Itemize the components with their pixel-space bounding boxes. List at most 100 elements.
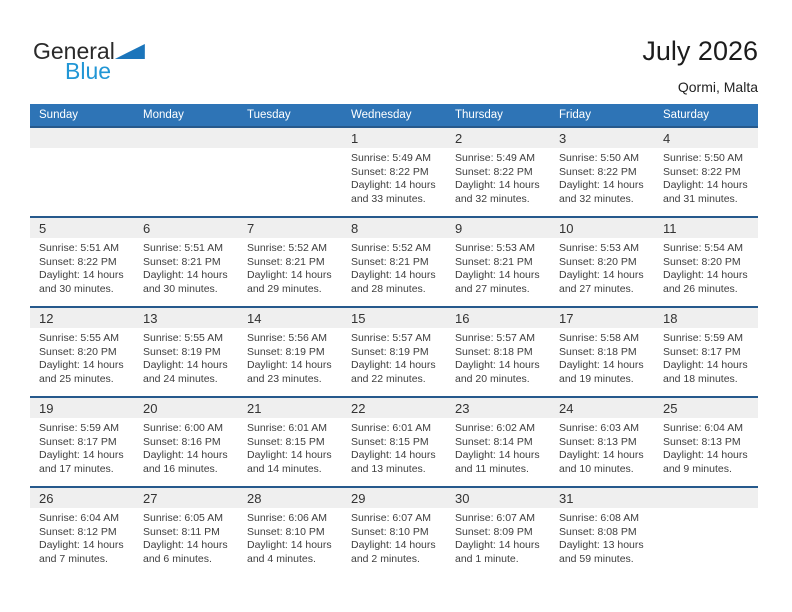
day-cell: Sunrise: 6:02 AM Sunset: 8:14 PM Daylight:… — [446, 418, 550, 476]
day-number-band: 12 13 14 15 16 17 18 — [30, 308, 758, 328]
day-sunrise: Sunrise: 6:07 AM — [455, 512, 535, 524]
day-cell: Sunrise: 6:05 AM Sunset: 8:11 PM Daylight:… — [134, 508, 238, 566]
day-sunset: Sunset: 8:18 PM — [559, 345, 637, 358]
day-daylight: Daylight: 14 hours and 29 minutes. — [247, 269, 332, 295]
day-sunrise: Sunrise: 5:57 AM — [351, 332, 431, 344]
day-daylight: Daylight: 14 hours and 30 minutes. — [39, 269, 124, 295]
day-cell: Sunrise: 5:55 AM Sunset: 8:19 PM Daylight:… — [134, 328, 238, 386]
day-number: 14 — [247, 310, 262, 326]
day-cell: Sunrise: 5:56 AM Sunset: 8:19 PM Daylight:… — [238, 328, 342, 386]
day-daylight: Daylight: 13 hours and 59 minutes. — [559, 539, 644, 565]
day-number: 29 — [351, 490, 366, 506]
day-sunset: Sunset: 8:22 PM — [351, 165, 429, 178]
day-number: 16 — [455, 310, 470, 326]
day-number: 27 — [143, 490, 158, 506]
day-sunrise: Sunrise: 5:56 AM — [247, 332, 327, 344]
day-cell: Sunrise: 5:52 AM Sunset: 8:21 PM Daylight:… — [342, 238, 446, 296]
day-sunrise: Sunrise: 6:05 AM — [143, 512, 223, 524]
day-number: 18 — [663, 310, 678, 326]
day-sunrise: Sunrise: 6:04 AM — [663, 422, 743, 434]
day-sunrise: Sunrise: 5:50 AM — [663, 152, 743, 164]
day-daylight: Daylight: 14 hours and 16 minutes. — [143, 449, 228, 475]
day-sunrise: Sunrise: 6:06 AM — [247, 512, 327, 524]
day-sunrise: Sunrise: 5:52 AM — [247, 242, 327, 254]
location-subtitle: Qormi, Malta — [677, 79, 758, 95]
weekday-sunday: Sunday — [39, 109, 79, 121]
day-sunset: Sunset: 8:21 PM — [247, 255, 325, 268]
day-sunset: Sunset: 8:17 PM — [39, 435, 117, 448]
day-sunrise: Sunrise: 6:00 AM — [143, 422, 223, 434]
day-number: 20 — [143, 400, 158, 416]
week-body: Sunrise: 5:59 AM Sunset: 8:17 PM Daylight:… — [30, 418, 758, 476]
day-daylight: Daylight: 14 hours and 26 minutes. — [663, 269, 748, 295]
day-sunset: Sunset: 8:21 PM — [351, 255, 429, 268]
weekday-saturday: Saturday — [663, 109, 710, 121]
day-sunset: Sunset: 8:22 PM — [39, 255, 117, 268]
day-number: 10 — [559, 220, 574, 236]
day-number: 3 — [559, 130, 567, 146]
day-number: 21 — [247, 400, 262, 416]
day-daylight: Daylight: 14 hours and 14 minutes. — [247, 449, 332, 475]
weekday-thursday: Thursday — [455, 109, 503, 121]
day-number: 22 — [351, 400, 366, 416]
day-sunset: Sunset: 8:19 PM — [351, 345, 429, 358]
day-sunrise: Sunrise: 5:55 AM — [143, 332, 223, 344]
day-number: 31 — [559, 490, 574, 506]
day-cell: Sunrise: 6:00 AM Sunset: 8:16 PM Daylight:… — [134, 418, 238, 476]
day-sunrise: Sunrise: 5:51 AM — [143, 242, 223, 254]
day-number: 7 — [247, 220, 255, 236]
day-daylight: Daylight: 14 hours and 24 minutes. — [143, 359, 228, 385]
week-row: 12 13 14 15 16 17 18 Sunrise: 5:55 AM Sunset: 8:… — [30, 306, 758, 396]
day-number: 8 — [351, 220, 359, 236]
day-cell: Sunrise: 5:52 AM Sunset: 8:21 PM Daylight:… — [238, 238, 342, 296]
day-number: 9 — [455, 220, 463, 236]
day-number: 13 — [143, 310, 158, 326]
week-body: Sunrise: 6:04 AM Sunset: 8:12 PM Daylight:… — [30, 508, 758, 566]
day-sunrise: Sunrise: 6:03 AM — [559, 422, 639, 434]
day-daylight: Daylight: 14 hours and 32 minutes. — [455, 179, 540, 205]
day-cell: Sunrise: 5:54 AM Sunset: 8:20 PM Daylight:… — [654, 238, 758, 296]
day-number: 11 — [663, 220, 677, 236]
day-number: 30 — [455, 490, 470, 506]
day-cell: Sunrise: 6:08 AM Sunset: 8:08 PM Daylight:… — [550, 508, 654, 566]
day-sunrise: Sunrise: 5:53 AM — [455, 242, 535, 254]
day-sunset: Sunset: 8:16 PM — [143, 435, 221, 448]
day-cell: Sunrise: 5:55 AM Sunset: 8:20 PM Daylight:… — [30, 328, 134, 386]
day-sunset: Sunset: 8:19 PM — [143, 345, 221, 358]
day-cell: Sunrise: 5:57 AM Sunset: 8:19 PM Daylight:… — [342, 328, 446, 386]
day-cell: Sunrise: 6:04 AM Sunset: 8:13 PM Daylight:… — [654, 418, 758, 476]
day-sunset: Sunset: 8:20 PM — [663, 255, 741, 268]
week-body: Sunrise: 5:51 AM Sunset: 8:22 PM Daylight:… — [30, 238, 758, 296]
day-number-band: 26 27 28 29 30 31 — [30, 488, 758, 508]
day-sunset: Sunset: 8:18 PM — [455, 345, 533, 358]
day-cell: Sunrise: 6:01 AM Sunset: 8:15 PM Daylight:… — [238, 418, 342, 476]
day-daylight: Daylight: 14 hours and 20 minutes. — [455, 359, 540, 385]
calendar-table: Sunday Monday Tuesday Wednesday Thursday… — [30, 104, 758, 576]
weekday-tuesday: Tuesday — [247, 109, 291, 121]
day-sunrise: Sunrise: 6:01 AM — [351, 422, 431, 434]
page-title: July 2026 — [642, 36, 758, 66]
day-sunset: Sunset: 8:17 PM — [663, 345, 741, 358]
day-cell: Sunrise: 6:03 AM Sunset: 8:13 PM Daylight:… — [550, 418, 654, 476]
day-cell-empty — [30, 148, 134, 206]
weekday-wednesday: Wednesday — [351, 109, 412, 121]
day-sunset: Sunset: 8:09 PM — [455, 525, 533, 538]
week-row: 26 27 28 29 30 31 Sunrise: 6:04 AM Sunset: 8:12… — [30, 486, 758, 576]
day-daylight: Daylight: 14 hours and 11 minutes. — [455, 449, 540, 475]
day-cell: Sunrise: 6:07 AM Sunset: 8:10 PM Daylight:… — [342, 508, 446, 566]
day-sunset: Sunset: 8:14 PM — [455, 435, 533, 448]
day-cell: Sunrise: 5:53 AM Sunset: 8:20 PM Daylight:… — [550, 238, 654, 296]
day-cell: Sunrise: 6:06 AM Sunset: 8:10 PM Daylight:… — [238, 508, 342, 566]
day-number: 26 — [39, 490, 54, 506]
day-sunrise: Sunrise: 5:54 AM — [663, 242, 743, 254]
day-sunset: Sunset: 8:22 PM — [455, 165, 533, 178]
day-daylight: Daylight: 14 hours and 31 minutes. — [663, 179, 748, 205]
day-daylight: Daylight: 14 hours and 33 minutes. — [351, 179, 436, 205]
day-sunset: Sunset: 8:20 PM — [559, 255, 637, 268]
day-daylight: Daylight: 14 hours and 28 minutes. — [351, 269, 436, 295]
day-sunset: Sunset: 8:12 PM — [39, 525, 117, 538]
day-sunrise: Sunrise: 6:01 AM — [247, 422, 327, 434]
general-blue-logo: General Blue — [33, 40, 153, 83]
day-cell: Sunrise: 6:04 AM Sunset: 8:12 PM Daylight:… — [30, 508, 134, 566]
